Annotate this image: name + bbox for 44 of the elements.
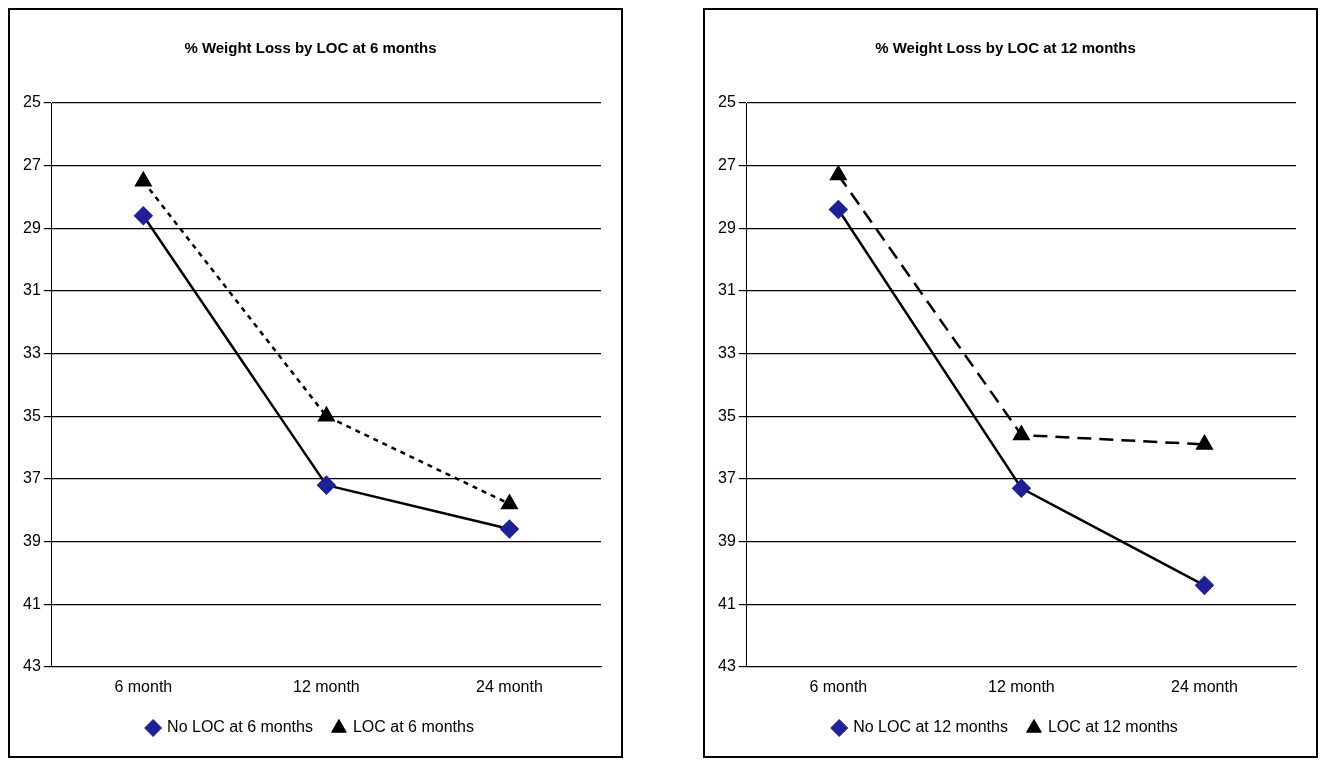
point [135, 172, 152, 187]
y-tick-label: 25 [23, 93, 41, 111]
point [1013, 425, 1030, 441]
legend-label: No LOC at 12 months [853, 718, 1008, 736]
legend-label: LOC at 12 months [1047, 718, 1178, 736]
point [500, 519, 519, 539]
x-tick-label: 6 month [114, 677, 173, 695]
point [829, 200, 848, 219]
point [501, 494, 518, 510]
x-tick-label: 24 month [476, 677, 543, 695]
y-tick-label: 37 [718, 469, 736, 487]
legend-label: No LOC at 6 months [167, 718, 313, 736]
y-tick-label: 33 [718, 343, 736, 361]
legend-label: LOC at 6 months [352, 718, 474, 736]
point [318, 406, 335, 422]
x-tick-label: 12 month [293, 677, 360, 695]
y-tick-label: 39 [718, 531, 736, 549]
y-tick-label: 29 [23, 218, 41, 236]
point [317, 475, 336, 495]
y-tick-label: 27 [23, 156, 41, 174]
y-tick-label: 31 [718, 281, 736, 299]
y-tick-label: 37 [23, 469, 41, 487]
y-tick-label: 43 [23, 657, 41, 675]
point [830, 165, 847, 181]
y-tick-label: 35 [23, 406, 41, 424]
y-tick-label: 39 [23, 531, 41, 549]
y-tick-label: 35 [718, 406, 736, 424]
point [134, 206, 153, 226]
y-tick-label: 33 [23, 343, 41, 361]
point [1195, 576, 1214, 595]
x-tick-label: 6 month [809, 677, 868, 695]
y-tick-label: 25 [718, 93, 736, 111]
y-tick-label: 41 [718, 594, 736, 612]
chart-title: % Weight Loss by LOC at 6 months [184, 39, 437, 57]
point [1196, 435, 1213, 450]
y-tick-label: 31 [23, 281, 41, 299]
y-tick-label: 27 [718, 156, 736, 174]
y-tick-label: 29 [718, 218, 736, 236]
x-tick-label: 24 month [1171, 677, 1238, 695]
point [1012, 479, 1031, 498]
y-tick-label: 41 [23, 594, 41, 612]
x-tick-label: 12 month [988, 677, 1055, 695]
y-tick-label: 43 [718, 657, 736, 675]
chart-title: % Weight Loss by LOC at 12 months [875, 39, 1136, 57]
